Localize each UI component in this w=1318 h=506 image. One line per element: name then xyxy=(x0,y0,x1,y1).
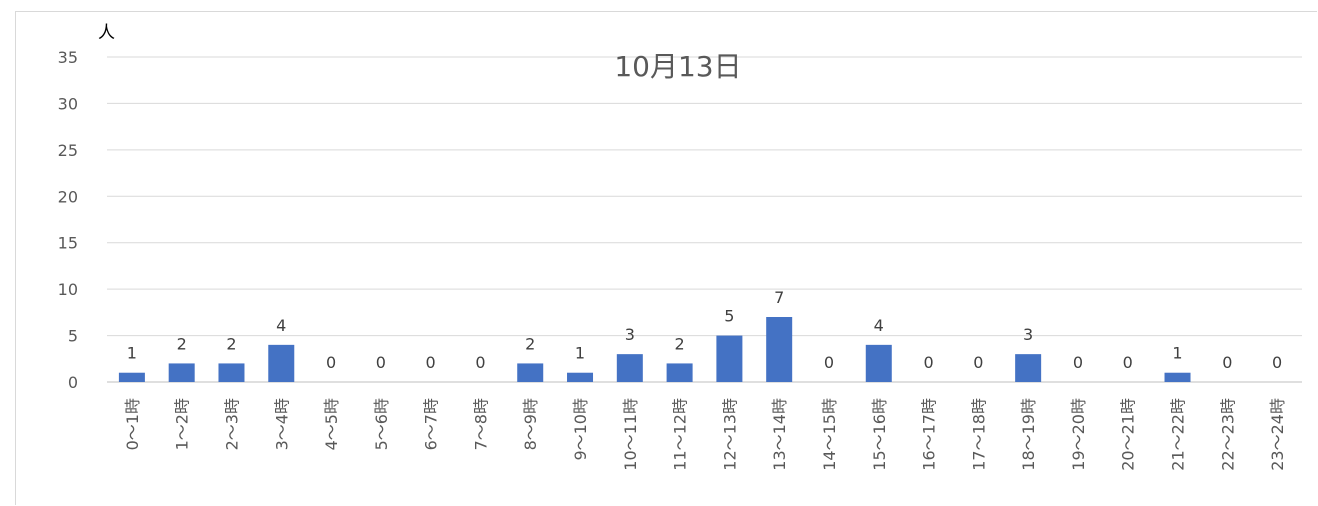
data-label: 2 xyxy=(226,334,236,353)
y-tick-label: 0 xyxy=(68,373,78,392)
data-label: 5 xyxy=(724,307,734,326)
data-label: 3 xyxy=(625,325,635,344)
bar xyxy=(716,335,743,382)
bar xyxy=(1164,372,1191,382)
y-tick-label: 5 xyxy=(68,327,78,346)
data-label: 0 xyxy=(824,353,834,372)
x-tick-label: 2～3時 xyxy=(222,398,241,450)
bar xyxy=(616,354,643,382)
bar xyxy=(666,363,693,382)
x-tick-label: 21～22時 xyxy=(1169,398,1188,471)
data-label: 0 xyxy=(1073,353,1083,372)
x-tick-label: 6～7時 xyxy=(422,398,441,450)
x-tick-label: 14～15時 xyxy=(820,398,839,471)
data-label: 1 xyxy=(575,344,585,363)
data-label: 0 xyxy=(376,353,386,372)
data-label: 4 xyxy=(276,316,286,335)
x-tick-label: 20～21時 xyxy=(1119,398,1138,471)
x-tick-label: 4～5時 xyxy=(322,398,341,450)
bars xyxy=(118,317,1191,382)
data-label: 0 xyxy=(475,353,485,372)
y-tick-label: 25 xyxy=(58,141,78,160)
data-label: 0 xyxy=(326,353,336,372)
x-tick-label: 22～23時 xyxy=(1218,398,1237,471)
bar xyxy=(865,344,892,382)
chart-frame xyxy=(15,11,1317,505)
bar xyxy=(766,317,793,382)
y-axis-unit-label: 人 xyxy=(98,23,115,43)
x-tick-label: 17～18時 xyxy=(969,398,988,471)
bar xyxy=(168,363,195,382)
y-tick-label: 15 xyxy=(58,234,78,253)
x-tick-label: 18～19時 xyxy=(1019,398,1038,471)
x-tick-label: 23～24時 xyxy=(1268,398,1287,471)
data-label: 0 xyxy=(1272,353,1282,372)
y-tick-label: 30 xyxy=(58,94,78,113)
y-tick-label: 10 xyxy=(58,280,78,299)
data-label: 0 xyxy=(1222,353,1232,372)
x-tick-label: 15～16時 xyxy=(870,398,889,471)
data-label: 1 xyxy=(1172,344,1182,363)
x-tick-label: 0～1時 xyxy=(123,398,142,450)
data-label: 3 xyxy=(1023,325,1033,344)
x-tick-label: 16～17時 xyxy=(920,398,939,471)
x-tick-label: 13～14時 xyxy=(770,398,789,471)
x-tick-label: 7～8時 xyxy=(471,398,490,450)
x-tick-label: 11～12時 xyxy=(671,398,690,471)
bar xyxy=(118,372,145,382)
y-tick-label: 20 xyxy=(58,187,78,206)
x-tick-label: 9～10時 xyxy=(571,398,590,461)
x-tick-label: 3～4時 xyxy=(272,398,291,450)
x-tick-label: 5～6時 xyxy=(372,398,391,450)
gridlines xyxy=(107,56,1302,383)
data-label: 4 xyxy=(874,316,884,335)
data-label: 7 xyxy=(774,288,784,307)
x-axis-ticks: 0～1時 1～2時 2～3時 3～4時 4～5時 5～6時 6～7時 7～8時 8～9時 9～10… xyxy=(123,398,1287,471)
y-axis-ticks: 0 5 10 15 20 25 30 35 xyxy=(58,48,78,392)
y-tick-label: 35 xyxy=(58,48,78,67)
data-label: 1 xyxy=(127,344,137,363)
data-label: 0 xyxy=(923,353,933,372)
x-tick-label: 19～20時 xyxy=(1069,398,1088,471)
data-label: 2 xyxy=(525,334,535,353)
bar xyxy=(517,363,544,382)
x-tick-label: 1～2時 xyxy=(173,398,192,450)
x-tick-label: 10～11時 xyxy=(621,398,640,471)
bar xyxy=(1015,354,1042,382)
data-label: 2 xyxy=(675,334,685,353)
x-tick-label: 8～9時 xyxy=(521,398,540,450)
bar xyxy=(567,372,594,382)
data-label: 0 xyxy=(973,353,983,372)
bar xyxy=(218,363,245,382)
data-label: 2 xyxy=(177,334,187,353)
x-tick-label: 12～13時 xyxy=(720,398,739,471)
chart-title: 10月13日 xyxy=(614,50,741,83)
data-label: 0 xyxy=(426,353,436,372)
data-label: 0 xyxy=(1123,353,1133,372)
data-labels: 1 2 2 4 0 0 0 0 2 1 3 2 5 7 0 4 0 0 3 0 0 1 0 0 xyxy=(127,288,1282,372)
bar xyxy=(268,344,295,382)
